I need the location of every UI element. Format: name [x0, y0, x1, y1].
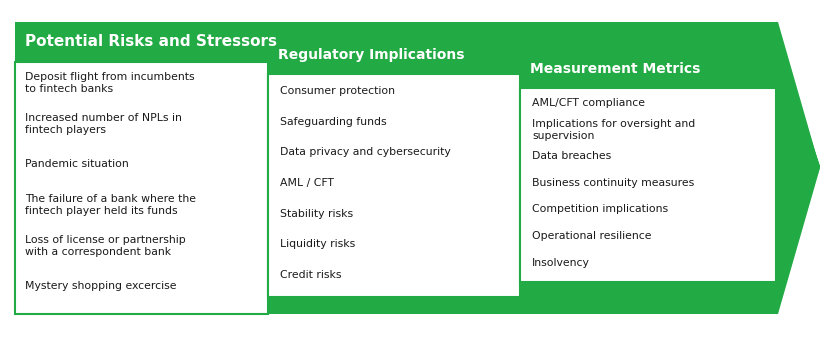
Text: Implications for oversight and
supervision: Implications for oversight and supervisi…	[532, 119, 696, 141]
Polygon shape	[268, 36, 820, 297]
Text: Safeguarding funds: Safeguarding funds	[280, 117, 386, 127]
Text: The failure of a bank where the
fintech player held its funds: The failure of a bank where the fintech …	[25, 194, 196, 216]
Bar	[268, 74, 520, 297]
Text: Mystery shopping excercise: Mystery shopping excercise	[25, 281, 176, 291]
Text: Operational resilience: Operational resilience	[532, 231, 651, 241]
Text: Competition implications: Competition implications	[532, 205, 668, 214]
Text: AML / CFT: AML / CFT	[280, 178, 334, 188]
Text: Measurement Metrics: Measurement Metrics	[530, 62, 701, 76]
Text: Data breaches: Data breaches	[532, 151, 611, 161]
Bar	[520, 88, 776, 282]
Text: Pandemic situation: Pandemic situation	[25, 159, 129, 169]
Text: Business continuity measures: Business continuity measures	[532, 178, 694, 188]
Text: AML/CFT compliance: AML/CFT compliance	[532, 98, 645, 108]
Text: Potential Risks and Stressors: Potential Risks and Stressors	[25, 34, 277, 50]
Text: Data privacy and cybersecurity: Data privacy and cybersecurity	[280, 147, 451, 157]
Text: Loss of license or partnership
with a correspondent bank: Loss of license or partnership with a co…	[25, 235, 186, 257]
Text: Increased number of NPLs in
fintech players: Increased number of NPLs in fintech play…	[25, 113, 182, 135]
Text: Stability risks: Stability risks	[280, 209, 353, 219]
Text: Credit risks: Credit risks	[280, 270, 341, 280]
Polygon shape	[520, 50, 820, 282]
Text: Deposit flight from incumbents
to fintech banks: Deposit flight from incumbents to fintec…	[25, 72, 195, 94]
Bar	[15, 62, 268, 314]
Text: Consumer protection: Consumer protection	[280, 86, 395, 96]
Text: Liquidity risks: Liquidity risks	[280, 239, 355, 250]
Text: Regulatory Implications: Regulatory Implications	[278, 48, 465, 62]
Polygon shape	[15, 22, 820, 314]
Text: Insolvency: Insolvency	[532, 258, 590, 268]
